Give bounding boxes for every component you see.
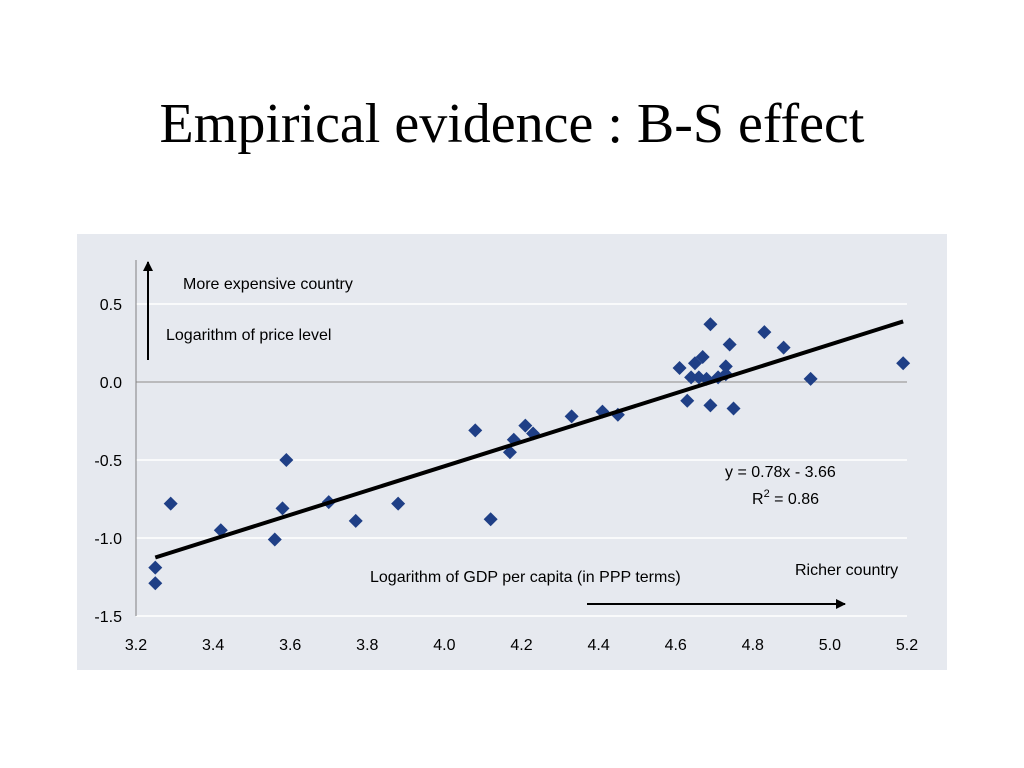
up-arrow-label: More expensive country	[183, 276, 353, 293]
x-tick-label: 4.2	[510, 637, 532, 654]
y-tick-label: 0.0	[100, 375, 122, 392]
data-point	[695, 350, 710, 365]
data-point	[275, 501, 290, 516]
data-point	[680, 393, 695, 408]
data-point	[703, 398, 718, 413]
x-tick-label: 5.0	[819, 637, 841, 654]
data-point	[483, 512, 498, 527]
x-axis-title: Logarithm of GDP per capita (in PPP term…	[370, 569, 681, 586]
data-point	[506, 432, 521, 447]
x-tick-label: 4.6	[665, 637, 687, 654]
trend-line	[154, 319, 904, 560]
data-point	[684, 370, 699, 385]
x-tick-label: 3.8	[356, 637, 378, 654]
data-point	[718, 359, 733, 374]
data-point	[776, 340, 791, 355]
x-tick-label: 5.2	[896, 637, 918, 654]
x-tick-label: 4.4	[587, 637, 609, 654]
data-point	[803, 371, 818, 386]
x-tick-label: 3.6	[279, 637, 301, 654]
data-point	[348, 513, 363, 528]
data-point	[722, 337, 737, 352]
data-point	[757, 325, 772, 340]
r-squared-label: R2 = 0.86	[752, 488, 819, 508]
data-point	[564, 409, 579, 424]
x-tick-label: 3.4	[202, 637, 224, 654]
data-point	[279, 453, 294, 467]
data-point	[391, 496, 406, 511]
data-point	[148, 576, 163, 591]
y-tick-label: -0.5	[94, 453, 122, 470]
x-tick-label: 3.2	[125, 637, 147, 654]
data-point	[595, 404, 610, 419]
y-tick-label: -1.5	[94, 609, 122, 626]
y-tick-label: 0.5	[100, 297, 122, 314]
data-point	[518, 418, 533, 433]
data-point	[267, 532, 282, 547]
regression-equation: y = 0.78x - 3.66	[725, 464, 836, 481]
data-point	[718, 367, 733, 382]
slide-title: Empirical evidence : B-S effect	[159, 93, 865, 155]
data-point	[896, 356, 911, 371]
x-tick-label: 4.8	[742, 637, 764, 654]
scatter-chart: 0.5 0.0 -0.5 -1.0 -1.53.2 3.4 3.6 3.8 4.0 4.2 4.4 4…	[94, 260, 918, 654]
x-tick-label: 4.0	[433, 637, 455, 654]
data-point	[672, 360, 687, 375]
data-point	[148, 560, 163, 575]
data-point	[726, 401, 741, 416]
y-tick-label: -1.0	[94, 531, 122, 548]
chart-panel: 0.5 0.0 -0.5 -1.0 -1.5 3.2 3.4 3.6 3.8 4.0 4.2 4.4 4…	[77, 234, 947, 670]
data-point	[163, 496, 178, 511]
y-axis-title: Logarithm of price level	[166, 327, 331, 344]
data-point	[703, 317, 718, 332]
data-point	[468, 423, 483, 438]
right-arrow-label: Richer country	[795, 562, 898, 579]
